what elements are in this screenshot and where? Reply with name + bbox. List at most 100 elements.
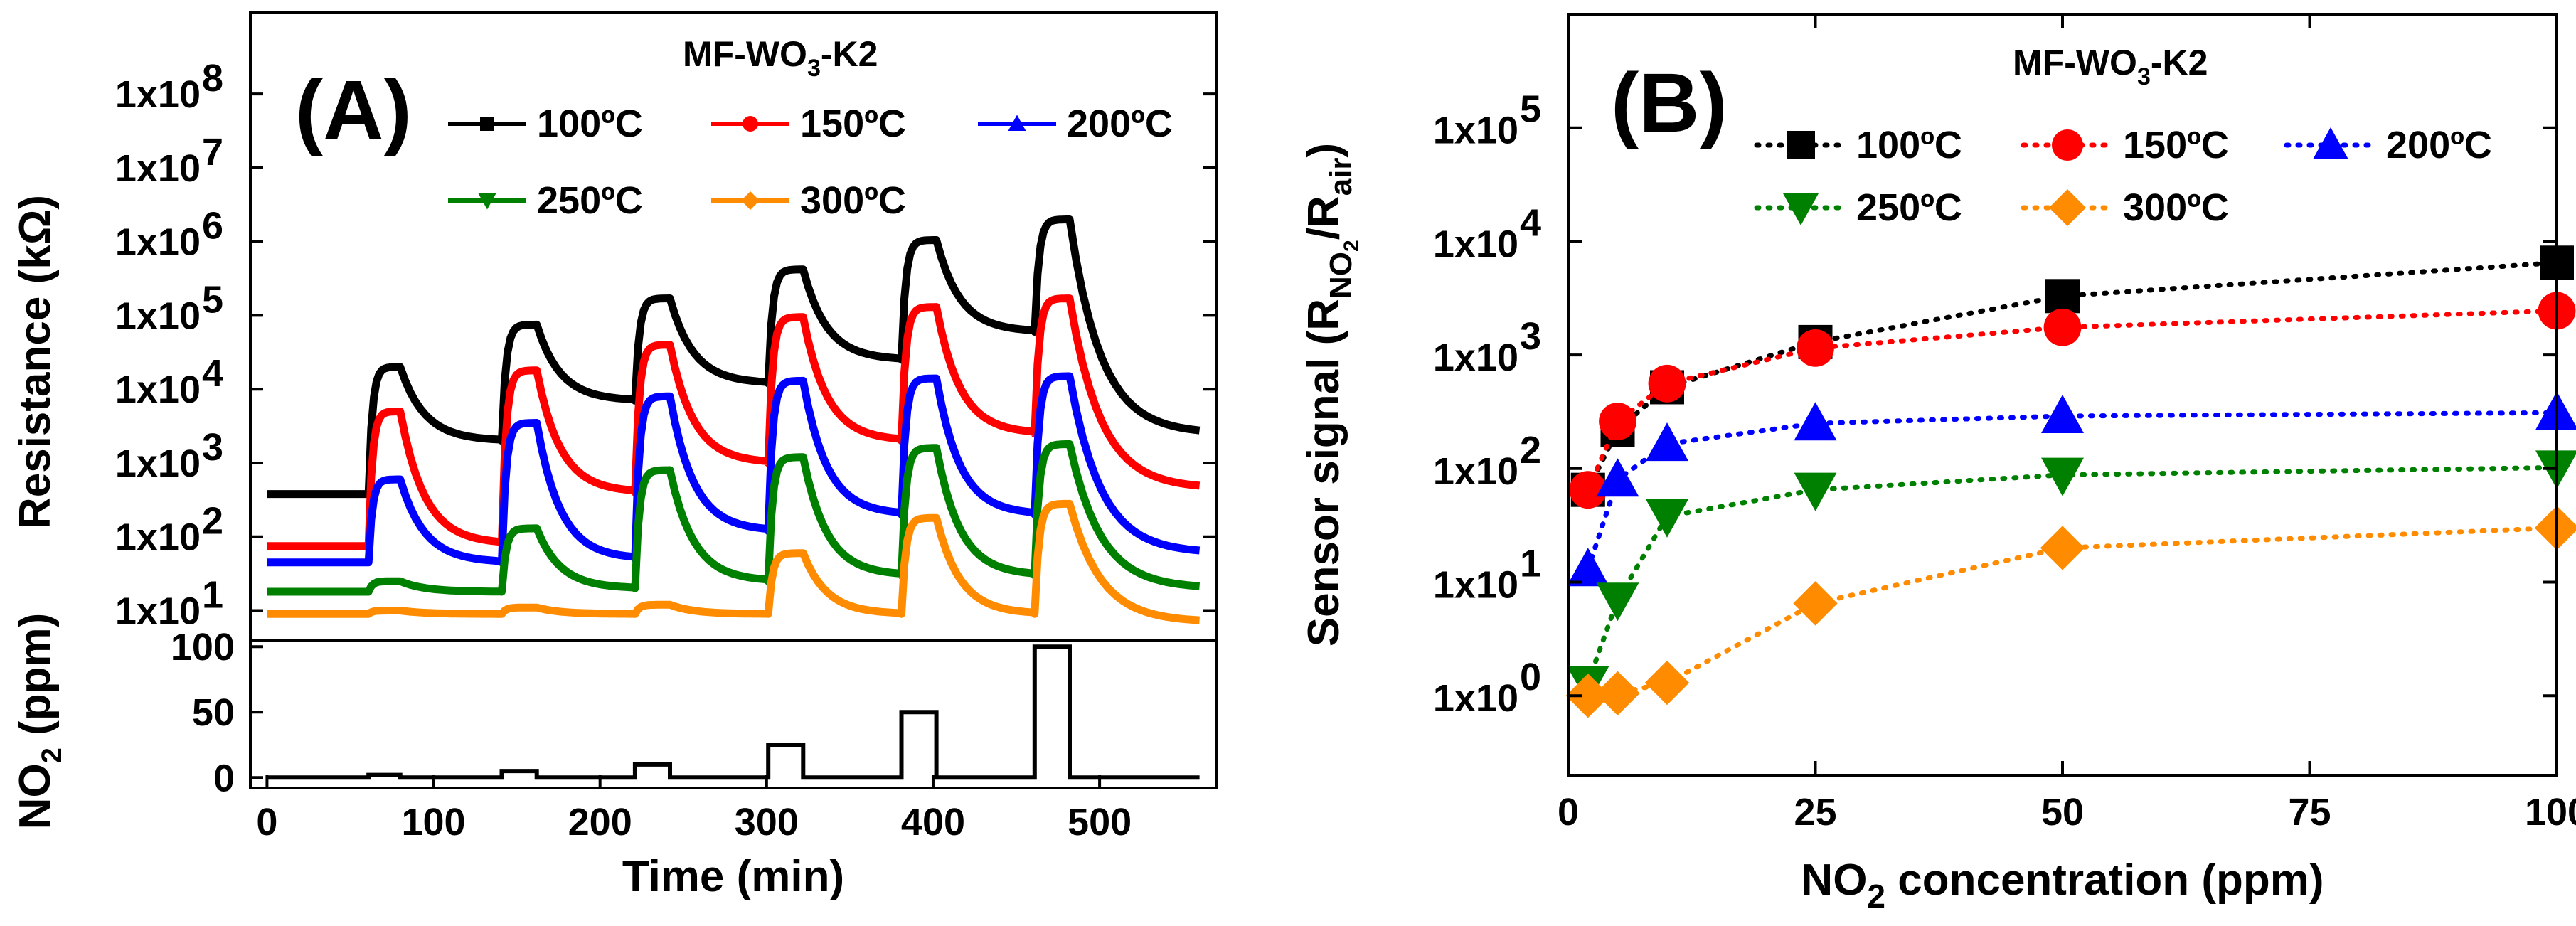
panel-b-title-sub: 3 — [2137, 63, 2151, 90]
legend-b-label-0: 100ºC — [1856, 124, 1962, 166]
panel-b-xlabel: NO2 concentration (ppm) — [1801, 856, 2324, 915]
legend-a-marker-0 — [480, 117, 494, 131]
y-tick-label-no2-1: 50 — [192, 691, 235, 734]
data-point-b-4-4 — [2040, 526, 2085, 570]
legend-a-label-1: 150ºC — [800, 102, 906, 145]
no2-ylabel-suffix: (ppm) — [11, 613, 60, 747]
legend-b-label-4: 300ºC — [2123, 186, 2229, 229]
ylabel-b-subsub: 2 — [1340, 240, 1363, 252]
panel-a-title-sub: 3 — [807, 55, 821, 82]
legend-b-label-2: 200ºC — [2386, 124, 2492, 166]
x-tick-label-b-2: 50 — [2041, 791, 2084, 834]
xlabel-b-sub: 2 — [1867, 878, 1885, 915]
data-point-b-1-1 — [1599, 403, 1636, 440]
y-tick-label-a-6: 1x10 — [115, 147, 201, 190]
ylabel-b-pre: Sensor signal (R — [1299, 299, 1348, 646]
legend-a-label-2: 200ºC — [1067, 102, 1173, 145]
legend-a-label-0: 100ºC — [537, 102, 643, 145]
data-point-b-3-2 — [1646, 499, 1688, 538]
y-tick-label-a-5: 1x10 — [115, 221, 201, 264]
y-tick-label-a-7: 1x10 — [115, 73, 201, 116]
legend-b-marker-4 — [2049, 189, 2086, 226]
data-point-b-3-4 — [2041, 457, 2084, 496]
y-tick-sup-a-3: 4 — [202, 352, 223, 395]
data-point-b-4-3 — [1793, 581, 1838, 626]
panel-b-title-suffix: -K2 — [2151, 43, 2208, 83]
x-tick-label-a-1: 100 — [401, 801, 465, 843]
panel-a-bottom-frame — [249, 639, 1218, 789]
y-tick-label-a-0: 1x10 — [115, 590, 201, 632]
y-tick-label-b-1: 1x10 — [1433, 564, 1518, 607]
data-point-b-3-3 — [1794, 472, 1837, 511]
data-point-b-0-4 — [2045, 279, 2080, 314]
y-tick-sup-b-2: 2 — [1520, 429, 1541, 472]
y-tick-label-b-3: 1x10 — [1433, 336, 1518, 379]
series-line-a-2 — [267, 372, 1201, 567]
data-point-b-4-2 — [1644, 660, 1690, 706]
y-tick-sup-b-5: 5 — [1520, 88, 1541, 131]
y-tick-label-a-3: 1x10 — [115, 368, 201, 411]
y-tick-label-no2-0: 0 — [213, 757, 235, 799]
panel-a-xlabel: Time (min) — [622, 852, 844, 901]
data-point-b-1-4 — [2043, 308, 2082, 346]
legend-a-marker-4 — [741, 191, 760, 210]
y-tick-label-b-2: 1x10 — [1433, 450, 1518, 493]
legend-a-label-4: 300ºC — [800, 179, 906, 222]
panel-b-ylabel: Sensor signal (RNO2/Rair) — [1299, 143, 1363, 646]
panel-b: 1x1001x1011x1021x1031x1041x1050255075100… — [1299, 13, 2576, 915]
panel-a-letter: (A) — [295, 63, 412, 157]
xlabel-b-suffix: concentration (ppm) — [1885, 856, 2324, 905]
panel-b-axes-layer: 1x1001x1011x1021x1031x1041x1050255075100… — [1299, 13, 2576, 915]
x-tick-label-a-3: 300 — [735, 801, 799, 843]
legend-b-label-3: 250ºC — [1856, 186, 1962, 229]
no2-ylabel-prefix: NO — [11, 763, 60, 829]
data-point-b-3-1 — [1596, 582, 1639, 622]
y-tick-sup-a-5: 6 — [202, 205, 223, 248]
legend-b-label-1: 150ºC — [2123, 124, 2229, 166]
legend-b-marker-3 — [1783, 193, 1819, 225]
series-line-a-4 — [267, 499, 1200, 624]
legend-a-label-3: 250ºC — [537, 179, 643, 222]
ylabel-b-end: ) — [1299, 143, 1348, 158]
legend-b-marker-2 — [2313, 127, 2348, 159]
panel-a-no2-ylabel: NO2 (ppm) — [11, 613, 68, 830]
y-tick-label-a-1: 1x10 — [115, 516, 201, 559]
legend-b-marker-0 — [1787, 131, 1815, 159]
panel-a-title-prefix: MF-WO — [683, 34, 807, 74]
x-tick-label-a-2: 200 — [568, 801, 632, 843]
panel-b-title: MF-WO3-K2 — [2013, 43, 2208, 90]
y-tick-sup-a-1: 2 — [202, 500, 223, 543]
y-tick-label-b-4: 1x10 — [1433, 223, 1518, 265]
y-tick-label-a-4: 1x10 — [115, 294, 201, 337]
y-tick-label-a-2: 1x10 — [115, 442, 201, 485]
legend-a-marker-3 — [478, 193, 496, 210]
y-tick-label-no2-2: 100 — [171, 626, 235, 669]
y-tick-sup-b-0: 0 — [1520, 656, 1541, 698]
legend-a-marker-2 — [1008, 115, 1026, 131]
panel-a-series-layer — [267, 215, 1201, 624]
no2-profile-line — [267, 644, 1200, 780]
data-point-b-1-0 — [1569, 471, 1607, 509]
panel-a-title-suffix: -K2 — [821, 34, 878, 74]
panel-b-letter: (B) — [1611, 56, 1728, 150]
data-point-b-1-2 — [1648, 364, 1686, 403]
x-tick-label-a-5: 500 — [1068, 801, 1132, 843]
legend-a-marker-1 — [743, 116, 758, 132]
data-point-b-2-2 — [1646, 422, 1688, 462]
x-tick-label-a-4: 400 — [901, 801, 965, 843]
ylabel-b-mid: /R — [1299, 196, 1348, 240]
ylabel-b-sub2: air — [1324, 157, 1358, 196]
x-tick-label-a-0: 0 — [256, 801, 277, 843]
x-tick-label-b-0: 0 — [1558, 791, 1579, 834]
panel-b-title-prefix: MF-WO — [2013, 43, 2137, 83]
y-tick-sup-a-0: 1 — [202, 573, 223, 616]
series-line-b-3 — [1585, 464, 2560, 686]
data-point-b-2-4 — [2041, 394, 2084, 433]
panel-a-ylabel: Resistance (kΩ) — [11, 195, 60, 529]
data-point-b-4-5 — [2534, 506, 2576, 550]
y-tick-sup-a-4: 5 — [202, 278, 223, 321]
data-point-b-2-3 — [1794, 402, 1837, 441]
y-tick-sup-a-2: 3 — [202, 426, 223, 469]
